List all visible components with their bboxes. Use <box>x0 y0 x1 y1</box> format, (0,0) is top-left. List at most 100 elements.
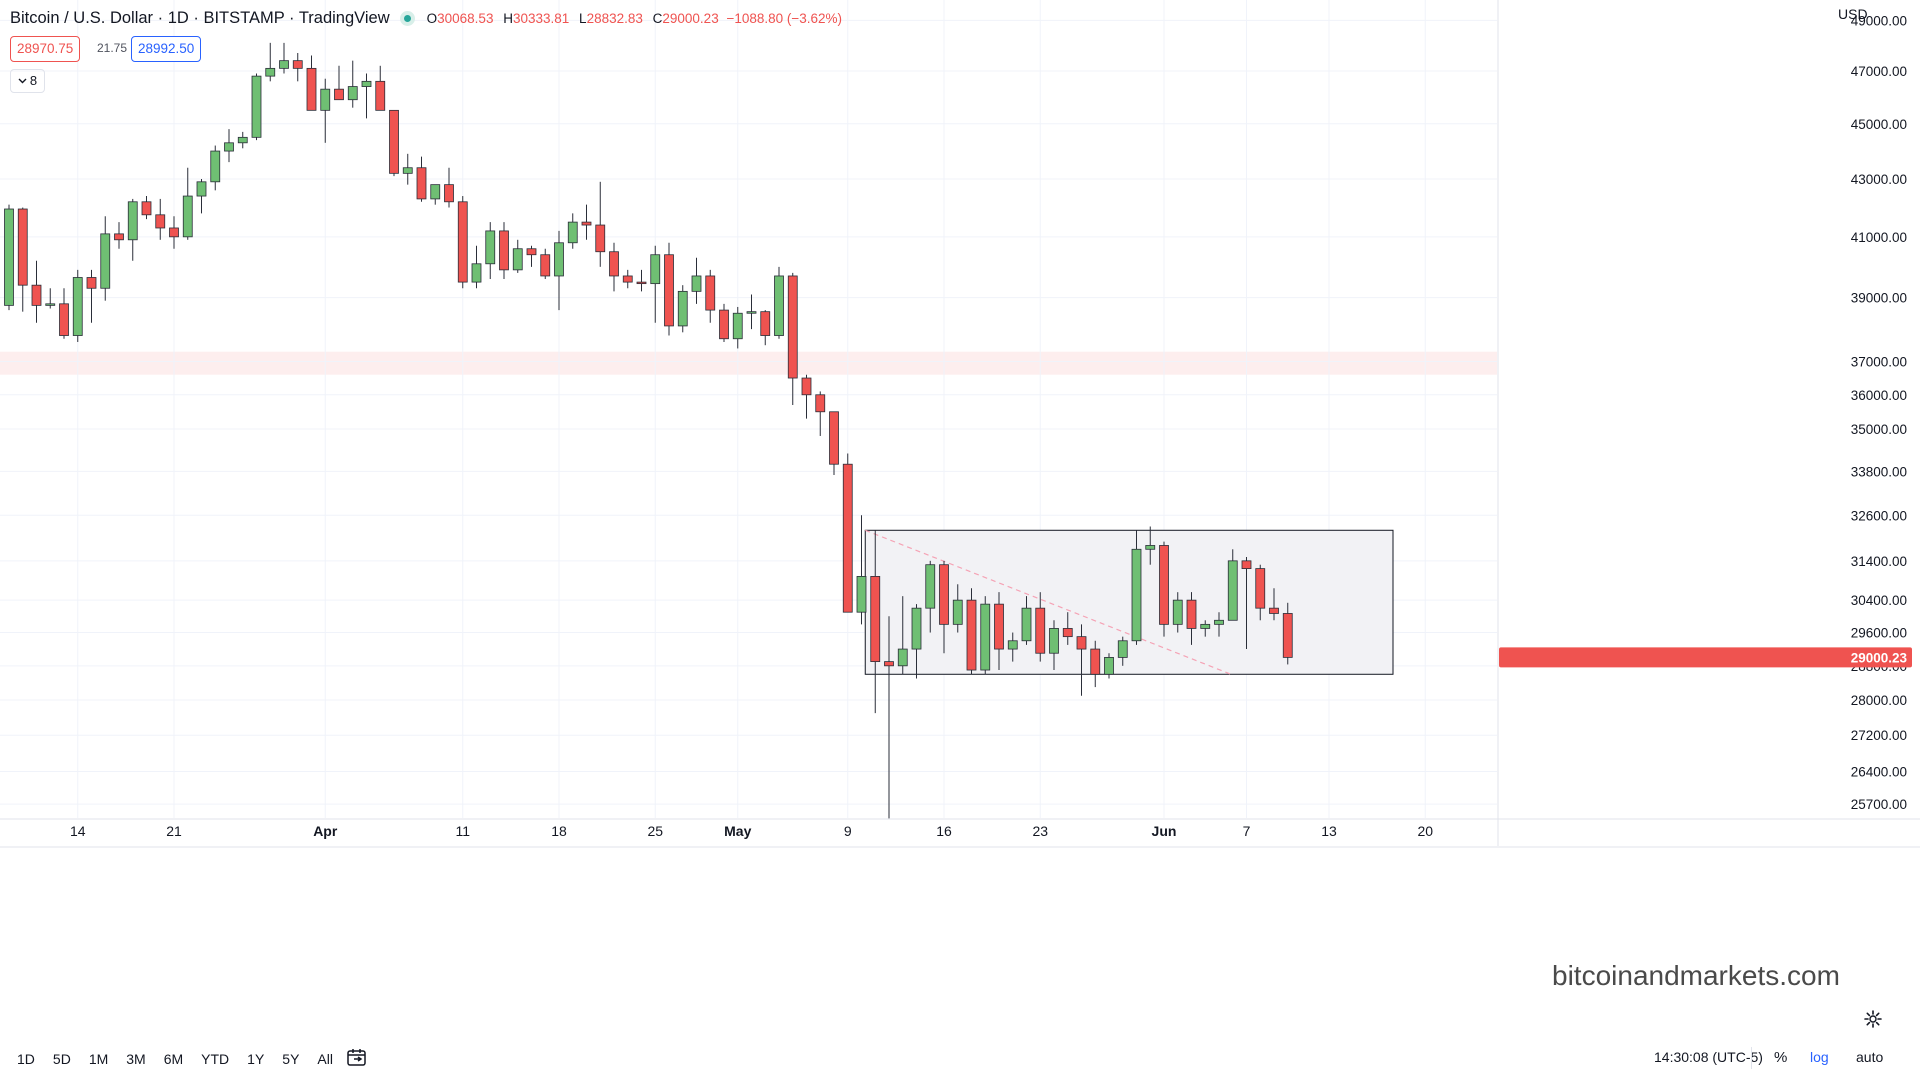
currency-selector[interactable]: USD <box>1838 6 1868 22</box>
candle-body <box>994 603 1004 650</box>
candle-body <box>1104 657 1114 675</box>
low-value: 28832.83 <box>586 11 643 26</box>
date-tick-label: May <box>724 823 751 839</box>
candle-body <box>554 242 564 277</box>
candle-body <box>966 599 977 671</box>
candle-body <box>155 214 166 229</box>
candle-body <box>1090 648 1101 675</box>
price-tick-label: 25700.00 <box>1851 797 1907 812</box>
candle-body <box>650 254 661 285</box>
candle-body <box>100 233 111 289</box>
candle-body <box>45 303 56 306</box>
percent-scale-toggle[interactable]: % <box>1774 1049 1788 1066</box>
candle-body <box>292 60 303 69</box>
range-5y[interactable]: 5Y <box>282 1050 300 1067</box>
price-tick-label: 27200.00 <box>1851 728 1907 743</box>
go-to-date-icon[interactable] <box>346 1048 368 1068</box>
bottom-toolbar: 1D 5D 1M 3M 6M YTD 1Y 5Y All <box>0 1037 1920 1080</box>
price-tick-label: 29600.00 <box>1851 626 1907 641</box>
range-6m[interactable]: 6M <box>163 1050 184 1067</box>
candle-body <box>127 201 138 241</box>
price-tick-label: 35000.00 <box>1851 422 1907 437</box>
range-all[interactable]: All <box>317 1050 333 1067</box>
candle-body <box>567 221 578 244</box>
candle-body <box>1049 628 1059 654</box>
candle-body <box>17 208 28 286</box>
date-tick-label: 9 <box>844 823 852 839</box>
price-tick-label: 45000.00 <box>1851 117 1907 132</box>
candle-body <box>540 254 551 277</box>
candle-body <box>1186 599 1197 629</box>
last-price-label: 29000.23 <box>1851 650 1908 665</box>
price-tick-label: 30400.00 <box>1851 593 1907 608</box>
candle-body <box>609 251 619 277</box>
candle-body <box>870 576 881 663</box>
date-tick-label: Apr <box>313 823 338 839</box>
gear-icon[interactable] <box>1863 1009 1883 1029</box>
candle-body <box>72 277 83 336</box>
close-value: 29000.23 <box>662 11 719 26</box>
range-5d[interactable]: 5D <box>52 1050 71 1067</box>
candle-body <box>884 661 894 667</box>
candle-body <box>471 263 482 283</box>
candle-body <box>361 80 372 87</box>
candle-body <box>499 230 509 271</box>
candle-body <box>279 60 289 69</box>
candle-body <box>691 275 702 292</box>
axes: 25700.0026400.0027200.0028000.0028800.00… <box>0 0 1920 848</box>
candle-body <box>59 303 69 336</box>
indicators-toggle[interactable]: 8 <box>10 69 45 93</box>
change-value: −1088.80 (−3.62%) <box>726 11 843 26</box>
candle-body <box>925 564 936 609</box>
candles[interactable] <box>4 42 1293 819</box>
candle-body <box>595 224 606 253</box>
candle-body <box>1214 619 1224 625</box>
candle-body <box>320 88 331 111</box>
candle-body <box>952 599 963 625</box>
auto-scale-toggle[interactable]: auto <box>1856 1049 1884 1065</box>
candle-body <box>1131 548 1142 642</box>
candle-body <box>1172 599 1183 625</box>
sell-price-button[interactable]: 28970.75 <box>10 36 81 62</box>
date-tick-label: Jun <box>1152 823 1177 839</box>
candle-body <box>719 309 729 340</box>
price-tick-label: 41000.00 <box>1851 230 1907 245</box>
candle-body <box>334 88 344 101</box>
candle-body <box>1200 623 1211 629</box>
candle-body <box>1145 545 1156 550</box>
range-3m[interactable]: 3M <box>126 1050 146 1067</box>
candle-body <box>375 80 386 111</box>
candle-body <box>169 227 179 238</box>
candle-body <box>457 201 468 283</box>
candle-body <box>416 167 427 200</box>
price-tick-label: 37000.00 <box>1851 355 1907 370</box>
candle-body <box>829 411 839 465</box>
range-ytd[interactable]: YTD <box>201 1050 230 1067</box>
symbol-title[interactable]: Bitcoin / U.S. Dollar · 1D · BITSTAMP · … <box>10 9 390 27</box>
log-scale-toggle[interactable]: log <box>1810 1049 1829 1065</box>
range-1y[interactable]: 1Y <box>247 1050 265 1067</box>
price-tick-label: 33800.00 <box>1851 464 1907 479</box>
clock-timezone[interactable]: 14:30:08 (UTC-5) <box>1654 1049 1763 1065</box>
candle-body <box>402 167 413 174</box>
candle-body <box>1117 640 1128 658</box>
candle-body <box>1227 560 1238 621</box>
buy-price-button[interactable]: 28992.50 <box>131 36 202 62</box>
price-tick-label: 31400.00 <box>1851 554 1907 569</box>
candle-body <box>1282 613 1293 658</box>
date-tick-label: 23 <box>1032 823 1048 839</box>
price-tick-label: 32600.00 <box>1851 508 1907 523</box>
candle-body <box>911 607 922 650</box>
candle-body <box>141 201 152 216</box>
range-1d[interactable]: 1D <box>17 1050 35 1067</box>
candle-body <box>1269 607 1279 614</box>
candle-body <box>705 275 716 311</box>
range-1m[interactable]: 1M <box>88 1050 109 1067</box>
price-tick-label: 47000.00 <box>1851 64 1907 79</box>
candle-body <box>31 284 42 306</box>
date-tick-label: 7 <box>1243 823 1251 839</box>
candle-body <box>746 311 757 314</box>
indicators-count: 8 <box>29 73 38 88</box>
price-tick-label: 49000.00 <box>1851 13 1907 28</box>
